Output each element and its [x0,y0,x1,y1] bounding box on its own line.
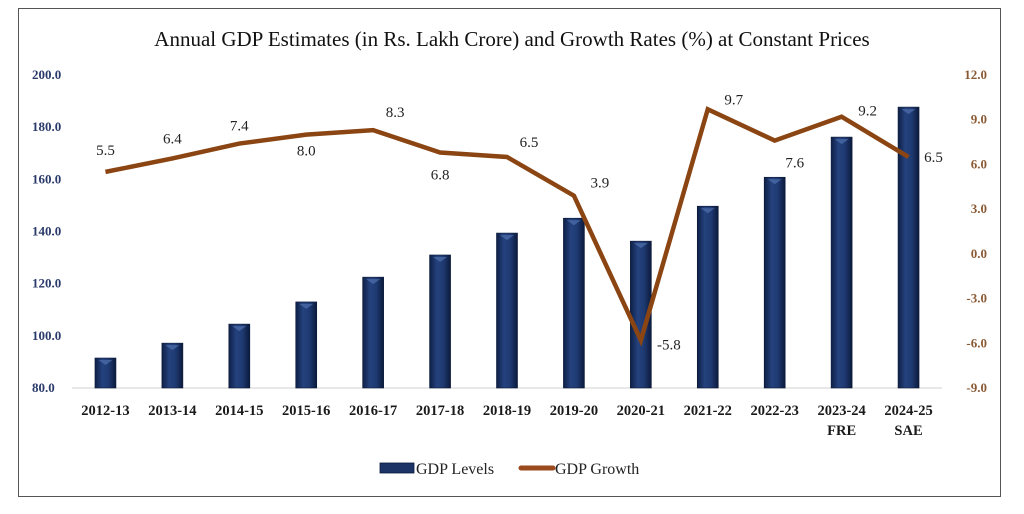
bar-highlight [98,360,113,366]
legend-swatch-gdp-levels [379,462,415,474]
x-axis-tick-label: 2015-16 [282,403,330,419]
bar-highlight [500,235,514,241]
chart-title: Annual GDP Estimates (in Rs. Lakh Crore)… [154,27,869,51]
x-axis-tick-label: 2012-13 [81,403,129,419]
bar-gdp-level [295,301,318,389]
x-axis-tick-label: 2021-22 [684,403,732,419]
bar-highlight [433,256,448,262]
right-axis-tick-label: -3.0 [966,291,987,306]
growth-data-label: 6.5 [924,150,943,166]
bar-highlight [700,208,715,214]
growth-data-label: 5.5 [96,143,115,159]
x-axis-tick-label: 2018-19 [483,403,531,419]
right-axis-tick-label: 0.0 [971,246,987,261]
x-axis-tick-label: 2014-15 [215,403,263,419]
bar-highlight [834,139,849,145]
growth-data-label: 6.8 [431,168,450,184]
right-axis-tick-label: -9.0 [966,380,987,395]
right-axis-tick-label: 9.0 [971,112,987,127]
bar-highlight [767,179,782,185]
bar-highlight [165,345,180,351]
growth-data-label: 9.2 [858,104,877,120]
x-axis-tick-label: 2022-23 [751,403,799,419]
right-axis-tick-label: 6.0 [971,156,987,171]
bar-gdp-level [496,232,518,389]
bar-gdp-level [563,217,585,389]
data-labels: 5.5 6.4 7.4 8.0 8.3 6.8 6.5 3.9 -5.8 9.7 7.6 9.2 6.5 [96,92,943,353]
growth-data-label: 3.9 [591,176,610,192]
bar-gdp-level [763,176,786,389]
bar-highlight [566,220,581,226]
x-axis-tick-label: 2020-21 [617,403,665,419]
left-axis-tick-label: 80.0 [32,380,55,395]
right-axis-tick-label: 12.0 [964,67,987,82]
growth-data-label: 9.7 [724,92,743,108]
right-axis-tick-label: 3.0 [971,201,987,216]
bar-gdp-level [429,254,451,389]
x-axis-tick-label: 2013-14 [148,403,196,419]
growth-data-label: 7.4 [230,119,249,135]
growth-data-label: 7.6 [785,156,804,172]
growth-data-label: 6.5 [520,135,539,151]
bar-highlight [633,243,648,249]
bar-gdp-level [94,357,117,389]
x-axis-ticks: 2012-13 2013-14 2014-15 2015-16 2016-17 2017-… [81,403,932,439]
bar-highlight [901,109,916,115]
x-axis-tick-label: 2017-18 [416,403,464,419]
bar-gdp-level [161,342,184,389]
x-axis-tick-label: 2023-24 FRE [817,403,865,439]
x-axis-tick-label: 2019-20 [550,403,598,419]
right-axis-tick-label: -6.0 [966,335,987,350]
bar-gdp-level [830,136,853,389]
growth-data-label: 8.3 [386,105,405,121]
left-axis-tick-label: 160.0 [32,171,61,186]
left-axis-tick-label: 100.0 [32,328,61,343]
growth-data-label: 8.0 [297,144,316,160]
growth-data-label: 6.4 [163,131,182,147]
left-axis: 80.0 100.0 120.0 140.0 160.0 180.0 200.0 [32,67,61,395]
bar-gdp-level [696,205,719,389]
bar-highlight [232,326,247,332]
x-axis-tick-label: 2024-25 SAE [884,403,932,439]
left-axis-tick-label: 180.0 [32,119,61,134]
legend: GDP Levels GDP Growth [379,461,639,478]
left-axis-tick-label: 200.0 [32,67,61,82]
line-series-gdp-growth [105,106,910,347]
right-axis: -9.0 -6.0 -3.0 0.0 3.0 6.0 9.0 12.0 [964,67,987,395]
bar-series-gdp-levels [94,106,920,389]
growth-data-label: -5.8 [657,337,681,353]
legend-label-gdp-levels: GDP Levels [416,461,494,478]
left-axis-tick-label: 120.0 [32,276,61,291]
bar-highlight [366,279,381,285]
bar-gdp-level [897,106,920,389]
left-axis-tick-label: 140.0 [32,224,61,239]
x-axis-tick-label: 2016-17 [349,403,397,419]
bar-highlight [299,303,314,309]
bar-gdp-level [362,276,384,389]
bar-gdp-level [228,323,251,389]
legend-label-gdp-growth: GDP Growth [555,461,639,478]
